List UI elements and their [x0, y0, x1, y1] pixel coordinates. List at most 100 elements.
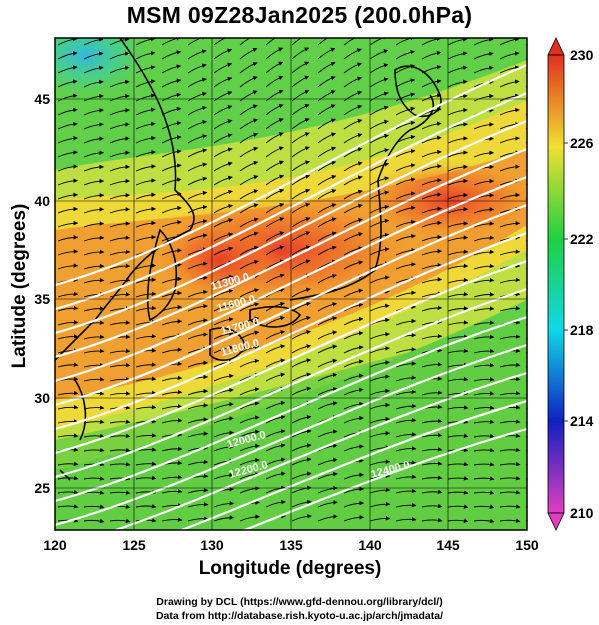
- wind-vector: [395, 502, 417, 508]
- wind-vector: [447, 277, 469, 284]
- wind-vector: [447, 433, 469, 438]
- temperature-field: [55, 38, 527, 530]
- wind-vector: [499, 192, 521, 200]
- wind-vector: [473, 447, 495, 453]
- wind-vector: [83, 263, 105, 270]
- wind-vector: [369, 374, 390, 382]
- wind-vector: [83, 192, 105, 200]
- wind-vector: [525, 268, 527, 270]
- wind-vector: [343, 38, 362, 46]
- wind-vector: [187, 417, 209, 424]
- wind-vector: [473, 419, 495, 424]
- wind-vector: [447, 79, 468, 88]
- wind-vector: [447, 461, 469, 467]
- wind-vector: [161, 219, 182, 228]
- wind-vector: [109, 447, 131, 453]
- wind-vector: [473, 178, 495, 186]
- wind-vector: [447, 164, 468, 172]
- wind-vector: [343, 90, 363, 102]
- wind-vector: [421, 149, 442, 158]
- wind-vector: [239, 401, 260, 410]
- wind-vector: [291, 188, 311, 200]
- contour-line: [55, 287, 527, 479]
- wind-vector: [525, 43, 527, 46]
- wind-vector: [187, 445, 209, 452]
- wind-vector: [499, 447, 521, 453]
- wind-vector: [135, 404, 157, 410]
- wind-vector: [421, 79, 442, 88]
- wind-vector: [369, 49, 389, 60]
- wind-vector: [213, 133, 233, 144]
- wind-vector: [187, 289, 208, 298]
- wind-vector: [395, 191, 416, 200]
- wind-vector: [525, 310, 527, 312]
- wind-vector: [369, 38, 389, 46]
- wind-vector: [421, 432, 443, 438]
- wind-vector: [395, 460, 417, 466]
- wind-vector: [317, 302, 338, 312]
- wind-vector: [421, 362, 443, 368]
- wind-vector: [395, 92, 416, 102]
- contour-line: [55, 91, 527, 311]
- x-tick-label: 140: [358, 537, 382, 553]
- wind-vector: [57, 263, 79, 270]
- wind-vector: [187, 219, 208, 228]
- wind-vector: [421, 503, 443, 509]
- wind-vector: [369, 360, 390, 368]
- wind-vector: [291, 330, 311, 340]
- wind-vector: [213, 203, 233, 214]
- wind-vector: [213, 161, 233, 172]
- wind-vector: [525, 240, 527, 242]
- wind-vector: [291, 118, 310, 130]
- wind-vector: [447, 136, 468, 144]
- wind-vector: [343, 486, 365, 494]
- wind-vector: [109, 362, 131, 368]
- wind-vector: [525, 506, 527, 508]
- wind-vector: [525, 324, 527, 326]
- wind-vector: [447, 263, 469, 270]
- wind-vector: [109, 79, 130, 88]
- wind-vector: [291, 315, 311, 326]
- wind-vector: [395, 219, 416, 228]
- wind-vector: [83, 235, 105, 242]
- wind-vector: [213, 105, 233, 116]
- wind-vector: [369, 416, 391, 424]
- wind-vector: [525, 436, 527, 438]
- wind-vector: [213, 38, 232, 46]
- wind-vector: [239, 203, 259, 214]
- wind-vector: [187, 360, 208, 368]
- wind-vector: [83, 38, 104, 46]
- wind-vector: [109, 348, 131, 354]
- wind-vector: [317, 514, 338, 522]
- wind-vector: [447, 150, 468, 158]
- wind-vector: [265, 75, 284, 88]
- wind-vector: [161, 404, 183, 410]
- wind-vector: [473, 38, 494, 46]
- wind-vector: [499, 334, 521, 340]
- wind-vector: [395, 375, 417, 382]
- wind-vector: [57, 235, 79, 242]
- wind-vector: [369, 119, 389, 130]
- wind-vector: [525, 99, 527, 102]
- wind-vector: [291, 216, 311, 228]
- wind-vector: [161, 290, 183, 298]
- wind-vector: [369, 77, 389, 88]
- wind-vector: [447, 306, 469, 312]
- wind-vector: [187, 516, 209, 522]
- wind-vector: [83, 518, 105, 524]
- wind-vector: [213, 317, 234, 326]
- wind-vector: [473, 334, 495, 340]
- wind-vector: [343, 500, 365, 508]
- wind-vector: [265, 372, 286, 382]
- wind-vector: [369, 232, 390, 242]
- wind-vector: [239, 302, 260, 312]
- wind-vector: [187, 204, 208, 214]
- wind-vector: [473, 235, 495, 242]
- wind-vector: [187, 487, 209, 494]
- wind-vector: [83, 249, 105, 256]
- wind-vector: [473, 207, 495, 214]
- wind-vector: [473, 306, 495, 312]
- wind-vector: [57, 51, 78, 60]
- wind-vector: [161, 120, 182, 130]
- contour-line: [55, 231, 527, 431]
